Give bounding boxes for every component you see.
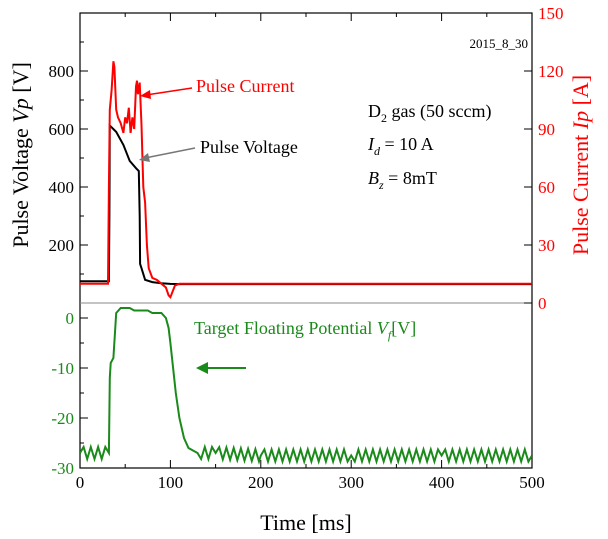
x-tick-label: 0 [76,473,85,492]
x-tick-label: 200 [248,473,274,492]
date-stamp: 2015_8_30 [470,36,529,51]
x-axis-title: Time [ms] [260,510,351,535]
lower-left-tick-label: -20 [51,409,74,428]
right-tick-label: 90 [538,120,555,139]
left-tick-label: 800 [49,62,75,81]
annotation-pulse-voltage: Pulse Voltage [200,137,298,157]
lower-left-tick-label: -30 [51,459,74,478]
arrowhead-pulse-current [140,90,151,99]
right-tick-label: 60 [538,178,555,197]
left-axis-title: Pulse Voltage Vp [V] [8,62,33,248]
annotation-floating-potential: Target Floating Potential Vf[V] [194,318,416,342]
arrowhead-pulse-voltage [139,153,150,162]
left-tick-label: 400 [49,178,75,197]
annotation-discharge-current: Id = 10 A [367,134,434,158]
x-tick-label: 500 [519,473,545,492]
annotation-magnetic-field: Bz = 8mT [368,168,437,192]
series-floating-potential [80,307,532,465]
arrow-pulse-current [145,87,193,96]
left-tick-label: 200 [49,236,75,255]
x-tick-label: 300 [338,473,364,492]
arrow-pulse-voltage [144,147,196,159]
annotation-gas: D2 gas (50 sccm) [368,101,491,125]
lower-left-tick-label: -10 [51,359,74,378]
right-tick-label: 30 [538,236,555,255]
x-tick-label: 100 [158,473,184,492]
annotation-pulse-current: Pulse Current [196,76,295,96]
right-axis-title: Pulse Current Ip [A] [568,75,593,255]
right-tick-label: 0 [538,294,547,313]
left-tick-label: 600 [49,120,75,139]
plot-frame [79,12,533,469]
x-tick-label: 400 [429,473,455,492]
lower-left-tick-label: 0 [66,309,75,328]
right-tick-label: 120 [538,62,564,81]
right-tick-label: 150 [538,4,564,23]
series-pulse-current [80,61,532,300]
arrowhead-floating-potential [196,362,208,374]
